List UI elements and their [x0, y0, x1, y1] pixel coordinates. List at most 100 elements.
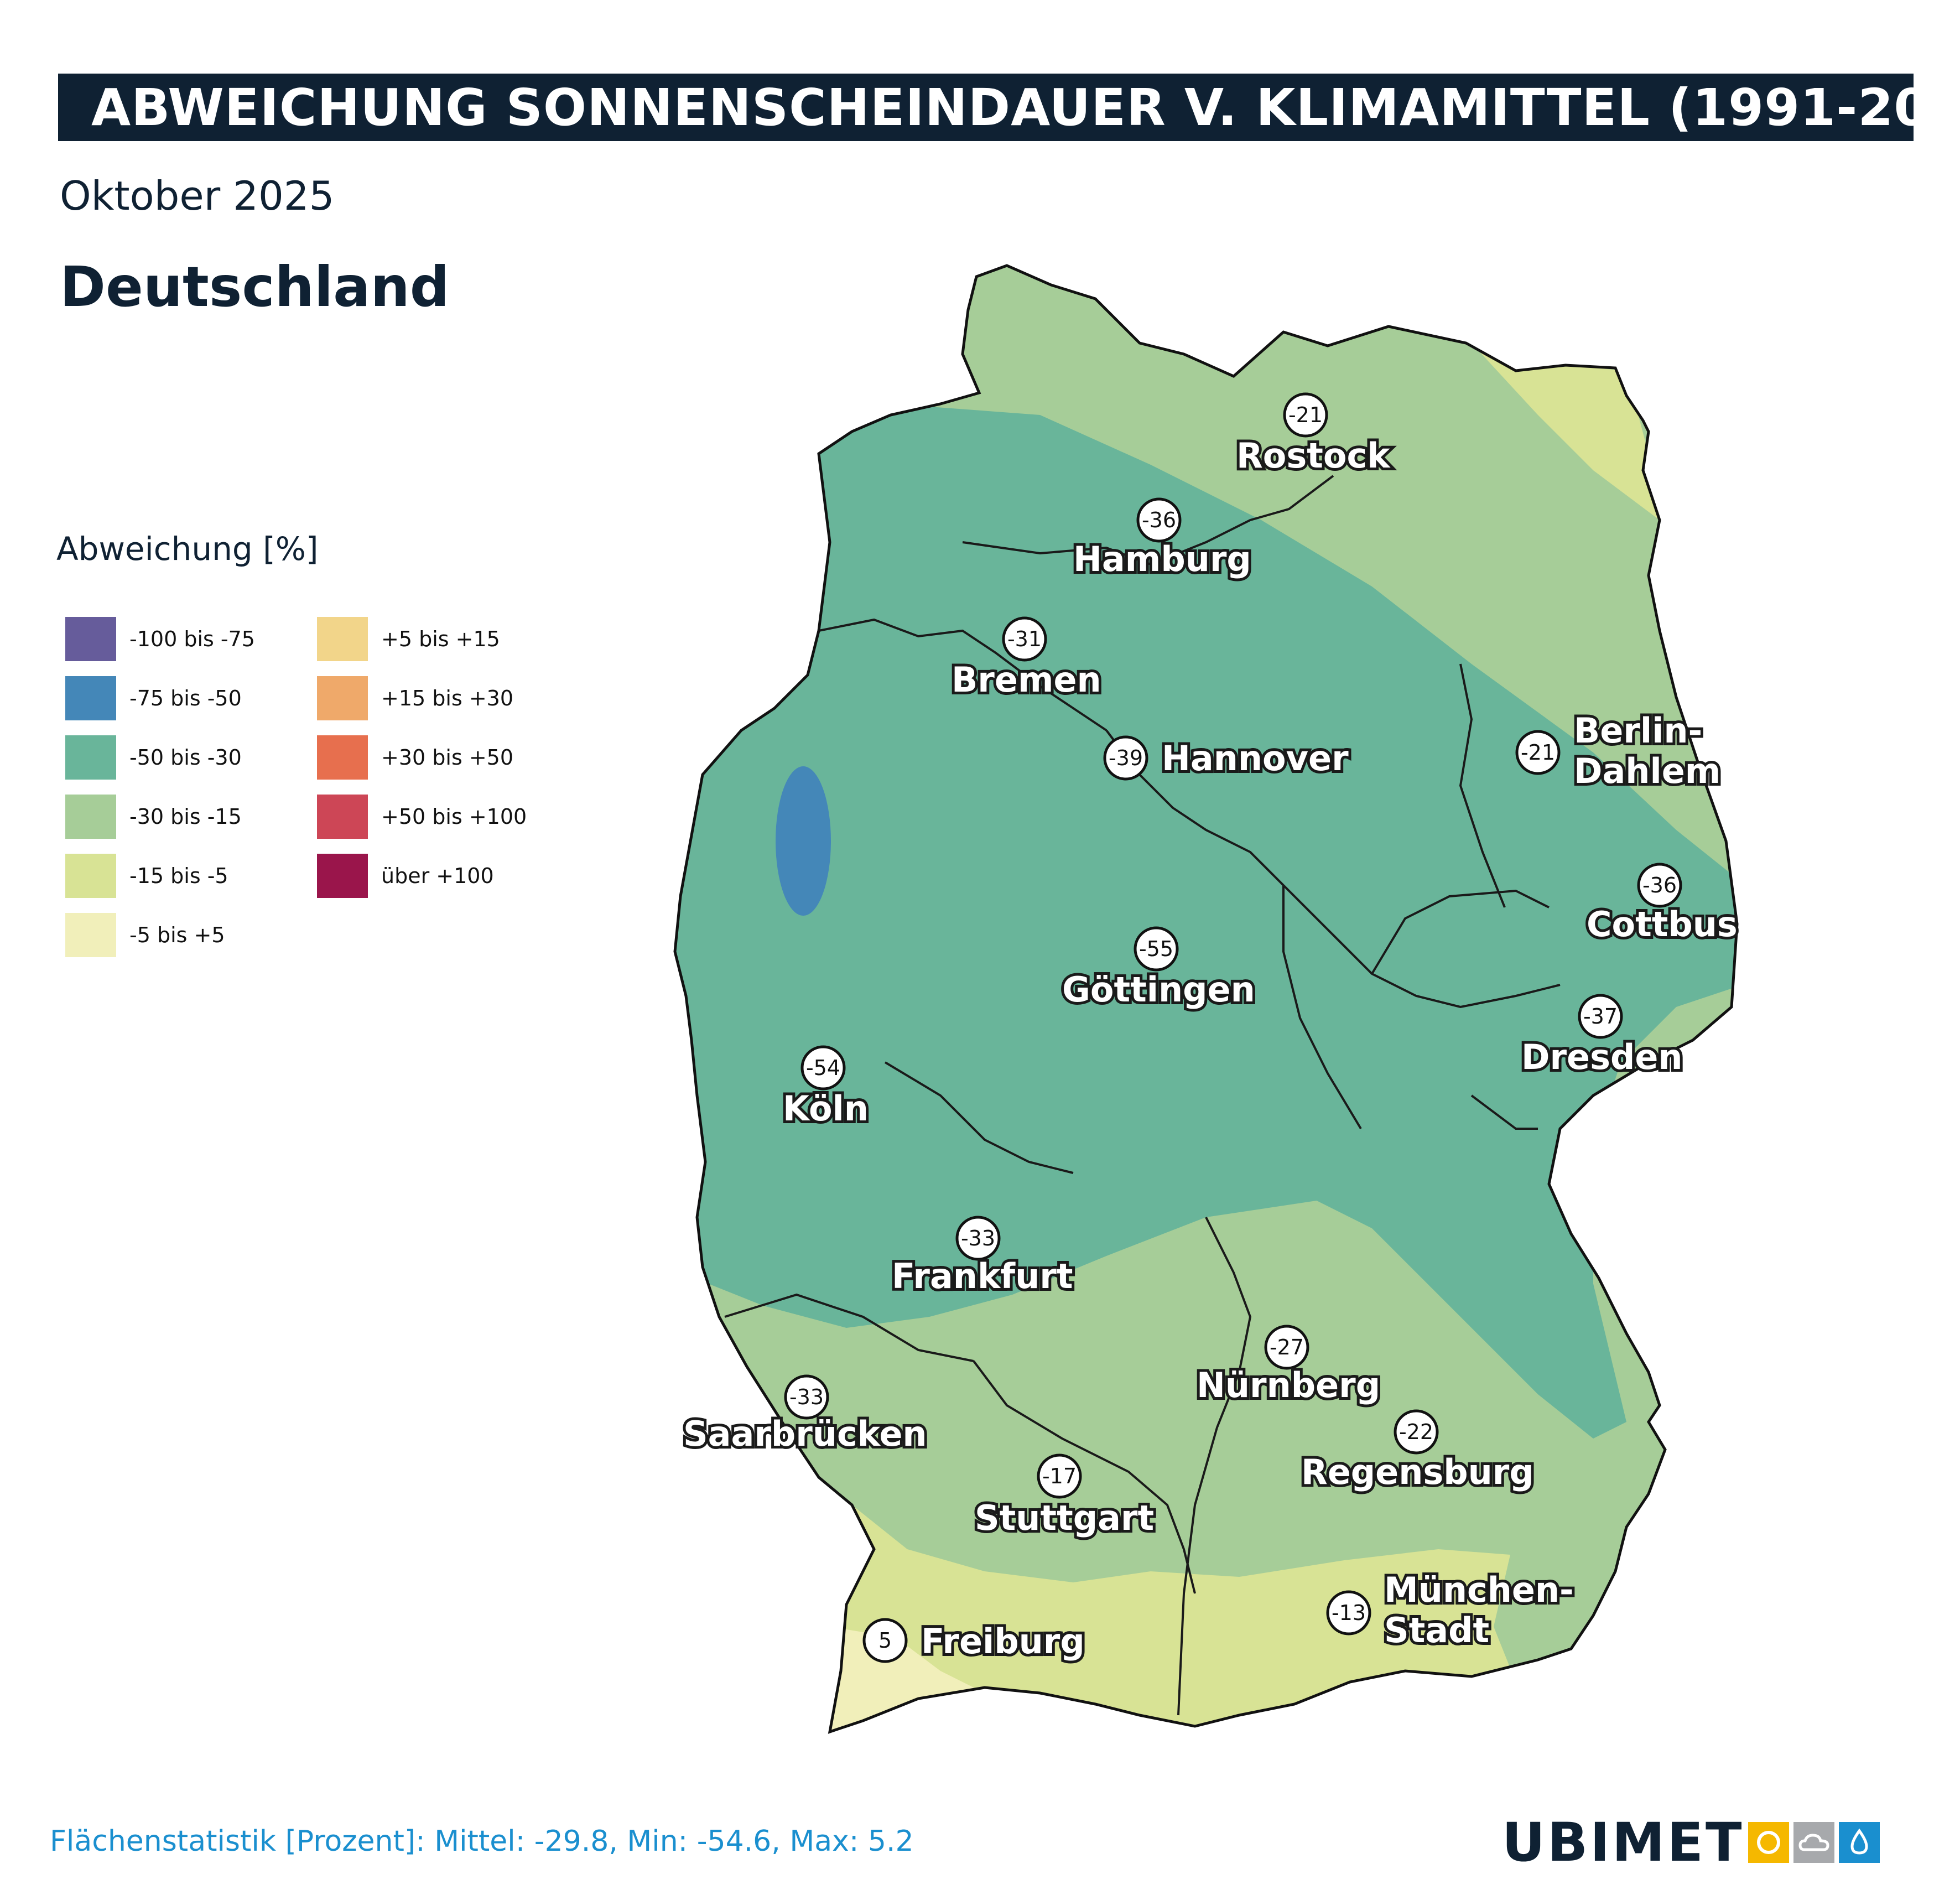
city-label: Hannover — [1162, 738, 1349, 778]
city-label: Regensburg — [1301, 1452, 1534, 1492]
city-marker-frankfurt: -33 Frankfurt — [889, 1216, 1076, 1299]
legend-swatch — [317, 617, 368, 661]
city-value: -37 — [1583, 1004, 1618, 1029]
city-value: 5 — [878, 1628, 892, 1653]
city-label: Saarbrücken — [683, 1414, 927, 1454]
city-marker-dresden: -37 Dresden — [1519, 994, 1686, 1080]
city-marker-saarbruecken: -33 Saarbrücken — [680, 1374, 930, 1457]
legend-title: Abweichung [%] — [56, 530, 319, 568]
legend-label: -30 bis -15 — [129, 804, 242, 829]
city-marker-stuttgart: -17 Stuttgart — [972, 1453, 1157, 1541]
zone-minus50-30 — [675, 398, 1737, 1439]
city-value: -39 — [1109, 746, 1143, 770]
legend-swatch — [317, 795, 368, 839]
legend-swatch — [65, 854, 116, 898]
legend-item: +5 bis +15 — [317, 617, 500, 661]
city-marker-hamburg: -36 Hamburg — [1070, 497, 1254, 582]
legend-item: -50 bis -30 — [65, 735, 242, 780]
legend-swatch — [65, 795, 116, 839]
area-statistics: Flächenstatistik [Prozent]: Mittel: -29.… — [50, 1825, 914, 1858]
legend-label: +5 bis +15 — [381, 627, 500, 651]
legend: -100 bis -75 -75 bis -50 -50 bis -30 -30… — [65, 617, 563, 971]
legend-item: +15 bis +30 — [317, 676, 513, 720]
city-label: Freiburg — [921, 1621, 1085, 1662]
drop-icon — [1839, 1822, 1880, 1863]
legend-label: +15 bis +30 — [381, 686, 514, 710]
cloud-icon — [1793, 1822, 1835, 1863]
city-marker-freiburg: 5 Freiburg — [862, 1618, 1088, 1664]
city-label: Köln — [783, 1088, 869, 1129]
city-label: Nürnberg — [1197, 1365, 1380, 1405]
city-marker-hannover: -39 Hannover — [1103, 735, 1351, 781]
legend-label: -15 bis -5 — [129, 864, 228, 888]
zone-plus5-15 — [826, 1642, 842, 1666]
city-label-line2: Dahlem — [1574, 751, 1720, 791]
legend-swatch — [317, 854, 368, 898]
legend-swatch — [65, 913, 116, 957]
city-value: -33 — [961, 1226, 995, 1250]
legend-label: -50 bis -30 — [129, 745, 242, 770]
city-marker-berlin-dahlem: -21 Berlin- Dahlem — [1515, 708, 1723, 794]
legend-label: -75 bis -50 — [129, 686, 242, 710]
zone-minus75-50 — [776, 766, 831, 916]
city-value: -27 — [1270, 1335, 1304, 1359]
city-value: -21 — [1288, 403, 1323, 427]
legend-swatch — [65, 735, 116, 780]
legend-swatch — [317, 676, 368, 720]
map-svg: -21 Rostock -36 Hamburg -31 Bremen -39 H… — [653, 232, 1740, 1782]
legend-swatch — [317, 735, 368, 780]
legend-item: -15 bis -5 — [65, 854, 228, 898]
legend-item: +50 bis +100 — [317, 795, 527, 839]
city-marker-nuernberg: -27 Nürnberg — [1194, 1325, 1383, 1408]
city-marker-regensburg: -22 Regensburg — [1298, 1409, 1537, 1495]
city-label: Göttingen — [1062, 969, 1255, 1010]
city-label: München- — [1384, 1570, 1574, 1610]
city-label: Cottbus — [1587, 904, 1738, 944]
city-value: -36 — [1142, 508, 1176, 532]
title-bar: ABWEICHUNG SONNENSCHEINDAUER V. KLIMAMIT… — [58, 74, 1960, 141]
city-marker-muenchen-stadt: -13 München- Stadt — [1326, 1567, 1577, 1653]
zone-minus15-5-northeast — [1472, 343, 1660, 520]
zone-minus15-5-south — [819, 1505, 1516, 1732]
city-label: Rostock — [1236, 435, 1391, 476]
city-value: -36 — [1642, 873, 1677, 897]
city-label: Dresden — [1521, 1037, 1683, 1077]
legend-label: -100 bis -75 — [129, 627, 255, 651]
city-value: -22 — [1399, 1420, 1433, 1444]
logo-text: UBIMET — [1502, 1811, 1744, 1873]
city-label-line2: Stadt — [1384, 1610, 1489, 1650]
city-label: Frankfurt — [892, 1256, 1073, 1296]
legend-item: -75 bis -50 — [65, 676, 242, 720]
city-value: -33 — [789, 1385, 824, 1409]
legend-item: über +100 — [317, 854, 494, 898]
period-label: Oktober 2025 — [60, 173, 335, 219]
legend-item: -5 bis +5 — [65, 913, 225, 957]
legend-item: -30 bis -15 — [65, 795, 242, 839]
legend-label: -5 bis +5 — [129, 923, 225, 947]
page-title: ABWEICHUNG SONNENSCHEINDAUER V. KLIMAMIT… — [91, 77, 1960, 137]
city-marker-koeln: -54 Köln — [780, 1045, 871, 1131]
legend-swatch — [65, 617, 116, 661]
sun-icon — [1748, 1822, 1790, 1863]
city-value: -55 — [1139, 937, 1173, 961]
legend-label: über +100 — [381, 864, 494, 888]
city-value: -31 — [1007, 627, 1042, 651]
city-label: Berlin- — [1574, 710, 1702, 751]
city-value: -13 — [1332, 1601, 1366, 1625]
city-marker-goettingen: -55 Göttingen — [1059, 926, 1258, 1013]
legend-swatch — [65, 676, 116, 720]
city-value: -21 — [1521, 740, 1555, 765]
city-marker-bremen: -31 Bremen — [949, 616, 1104, 703]
city-marker-rostock: -21 Rostock — [1234, 392, 1394, 479]
sun-icon-bg — [1748, 1822, 1790, 1863]
legend-item: +30 bis +50 — [317, 735, 513, 780]
ubimet-logo: UBIMET — [1502, 1811, 1880, 1873]
legend-label: +50 bis +100 — [381, 804, 527, 829]
city-label: Stuttgart — [975, 1498, 1154, 1538]
city-marker-cottbus: -36 Cottbus — [1584, 863, 1740, 947]
legend-item: -100 bis -75 — [65, 617, 255, 661]
city-label: Hamburg — [1073, 539, 1251, 579]
legend-label: +30 bis +50 — [381, 745, 514, 770]
city-value: -17 — [1042, 1464, 1077, 1488]
germany-map: -21 Rostock -36 Hamburg -31 Bremen -39 H… — [653, 232, 1759, 1782]
